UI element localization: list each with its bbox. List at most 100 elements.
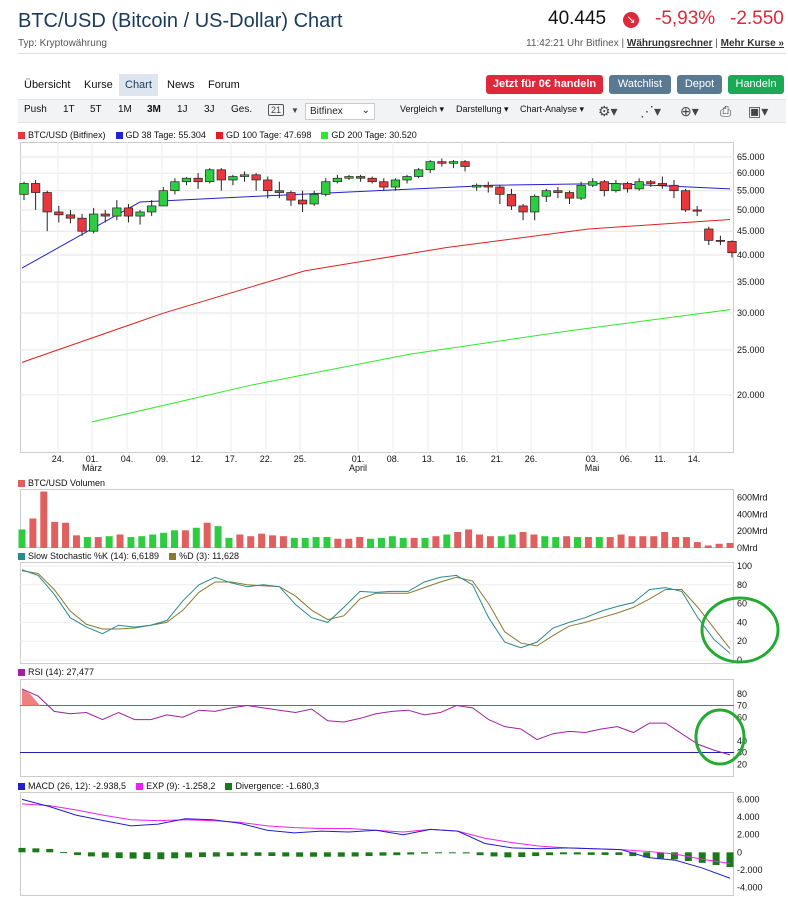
divergence-bar [74, 852, 82, 856]
darstellung-menu[interactable]: Darstellung ▾ [456, 104, 509, 114]
price-panel [20, 142, 734, 453]
macd-y-tick-label: 6.000 [737, 794, 760, 804]
volume-y-tick-label: 600Mrd [737, 492, 768, 502]
range-5t[interactable]: 5T [90, 104, 102, 115]
volume-bar [672, 537, 680, 548]
print-icon[interactable]: ⎙ [720, 103, 732, 119]
candle-body [553, 190, 563, 193]
candle-body [564, 192, 575, 199]
more-quotes-link[interactable]: Mehr Kurse » [720, 38, 784, 49]
divergence-bar [393, 852, 401, 856]
volume-bar [127, 537, 135, 548]
converter-link[interactable]: Währungsrechner [626, 38, 713, 49]
current-price: 40.445 [548, 8, 607, 29]
volume-bar [225, 537, 233, 548]
rsi-y-tick-label: 70 [737, 701, 747, 711]
volume-bar [279, 536, 287, 548]
range-push[interactable]: Push [24, 104, 47, 115]
calendar-dropdown-icon[interactable]: ▼ [291, 106, 299, 115]
price-x-tick-label: 01. [352, 454, 365, 464]
settings-icon[interactable]: ⚙▾ [598, 103, 618, 119]
candle-body [239, 174, 250, 177]
price-y-tick-label: 55.000 [737, 186, 765, 196]
stoch-y-tick-label: 100 [737, 561, 752, 571]
candle-body [576, 184, 586, 199]
divergence-bar [129, 852, 137, 859]
divergence-bar [323, 852, 331, 857]
candle-body [437, 161, 447, 164]
divergence-bar [282, 852, 290, 857]
tab-uebersicht[interactable]: Übersicht [24, 79, 71, 91]
save-icon[interactable]: ▣▾ [748, 103, 769, 119]
range-1t[interactable]: 1T [63, 104, 75, 115]
exchange-select[interactable]: Bitfinex ⌄ [305, 103, 375, 120]
divergence-bar [254, 852, 262, 856]
candle-body [286, 192, 296, 201]
vergleich-menu[interactable]: Vergleich ▾ [400, 104, 445, 114]
volume-bar [116, 534, 124, 548]
price-y-tick-label: 45.000 [737, 226, 765, 236]
trade-button[interactable]: Jetzt für 0€ handeln [486, 75, 603, 94]
divergence-bar [629, 852, 637, 857]
candle-body [332, 177, 342, 183]
divergence-label: Divergence: -1.680,3 [235, 781, 320, 791]
volume-bar [149, 534, 157, 548]
divergence-bar [198, 852, 206, 858]
tab-forum[interactable]: Forum [208, 79, 240, 91]
calendar-icon[interactable]: 21 [268, 104, 285, 116]
range-ges[interactable]: Ges. [231, 104, 253, 115]
legend-gd38: GD 38 Tage: 55.304 [115, 130, 206, 140]
tab-chart[interactable]: Chart [119, 74, 158, 96]
divergence-bar [504, 852, 512, 858]
change-absolute: -2.550 [730, 8, 784, 29]
range-3j[interactable]: 3J [204, 104, 215, 115]
stoch-y-tick-label: 20 [737, 636, 747, 646]
divergence-bar [559, 852, 567, 855]
volume-bar [356, 537, 364, 548]
candle-body [367, 177, 377, 183]
candle-body [193, 177, 203, 183]
volume-bar [192, 527, 200, 548]
vergleich-label: Vergleich [400, 104, 438, 114]
volume-bar [334, 538, 342, 548]
volume-bar [94, 537, 102, 548]
volume-bar [443, 534, 451, 548]
candle-body [158, 190, 168, 207]
candle-body [19, 183, 29, 195]
zoom-icon[interactable]: ⊕▾ [680, 103, 699, 119]
macd-legend: MACD (26, 12): -2.938,5 EXP (9): -1.258,… [18, 781, 319, 791]
divergence-bar [657, 852, 665, 859]
range-3m[interactable]: 3M [147, 104, 161, 115]
stoch-k-line [21, 569, 731, 654]
volume-legend-label: BTC/USD Volumen [28, 478, 106, 488]
candle-body [692, 209, 702, 212]
handeln-button[interactable]: Handeln [728, 75, 784, 94]
month-label: März [82, 463, 102, 473]
range-1j[interactable]: 1J [177, 104, 188, 115]
depot-button[interactable]: Depot [677, 75, 722, 94]
tab-kurse[interactable]: Kurse [84, 79, 113, 91]
chart-analyse-menu[interactable]: Chart-Analyse ▾ [520, 104, 585, 114]
divergence-bar [115, 852, 123, 859]
rsi-line [21, 688, 731, 756]
rsi-y-tick-label: 80 [737, 689, 747, 699]
stoch-legend: Slow Stochastic %K (14): 6,6189 %D (3): … [18, 551, 239, 561]
watchlist-button[interactable]: Watchlist [609, 75, 671, 94]
volume-bar [367, 538, 375, 548]
candle-body [530, 195, 540, 213]
divergence-bar [171, 852, 179, 859]
volume-bar [519, 531, 527, 548]
candle-body [588, 181, 598, 186]
candle-body [228, 176, 238, 181]
divergence-bar [712, 852, 720, 865]
candle-body [448, 161, 459, 164]
tab-news[interactable]: News [167, 79, 195, 91]
divergence-bar [615, 852, 623, 855]
divergence-bar [46, 848, 54, 853]
range-1m[interactable]: 1M [118, 104, 132, 115]
indicator-icon[interactable]: ⋰▾ [640, 103, 662, 119]
divergence-bar [698, 852, 706, 863]
candle-body [216, 169, 226, 181]
rsi-y-tick-label: 30 [737, 748, 747, 758]
candle-body [251, 174, 261, 181]
